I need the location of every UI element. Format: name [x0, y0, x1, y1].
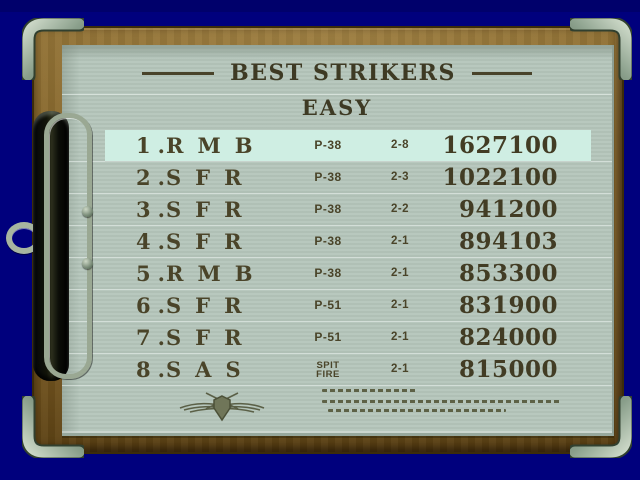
- stage-cell: 2-2: [390, 203, 410, 215]
- stage-cell: 2-8: [390, 139, 410, 151]
- score-cell: 853300: [458, 260, 558, 287]
- initials-cell: SFR: [166, 229, 256, 254]
- clamp-hinge-icon: [82, 258, 93, 269]
- initials-cell: RMB: [166, 261, 267, 286]
- rank-cell: 7.: [136, 325, 172, 350]
- fine-print-line: [322, 400, 560, 403]
- score-row: 8. SAS SPIT FIRE 2-1 815000: [62, 353, 612, 385]
- plane-cell: SPIT FIRE: [290, 354, 366, 385]
- highlight-band: [105, 130, 591, 161]
- score-row: 7. SFR P-51 2-1 824000: [62, 321, 612, 353]
- score-cell: 824000: [458, 324, 558, 351]
- fine-print-line: [322, 389, 418, 392]
- paper-rule-line: [62, 94, 612, 95]
- stage-cell: 2-1: [390, 363, 410, 375]
- score-sheet: BEST STRIKERS EASY 1. RMB P-38 2-8 16271…: [62, 45, 614, 436]
- plane-cell: P-38: [314, 138, 342, 152]
- initials-cell: SFR: [166, 165, 256, 190]
- stage-cell: 2-1: [390, 235, 410, 247]
- score-row: 5. RMB P-38 2-1 853300: [62, 257, 612, 289]
- rank-cell: 5.: [136, 261, 172, 286]
- score-row: 1. RMB P-38 2-8 1627100: [62, 130, 612, 161]
- score-row: 4. SFR P-38 2-1 894103: [62, 225, 612, 257]
- initials-cell: RMB: [166, 133, 267, 158]
- stage-cell: 2-3: [390, 171, 410, 183]
- stage-cell: 2-1: [390, 331, 410, 343]
- clamp-hinge-icon: [82, 206, 93, 217]
- score-cell: 941200: [458, 196, 558, 223]
- rank-cell: 1.: [136, 133, 172, 158]
- page-title: BEST STRIKERS: [230, 60, 456, 86]
- corner-bracket-top-left-icon: [22, 18, 84, 80]
- corner-bracket-bottom-right-icon: [570, 396, 632, 458]
- rank-cell: 3.: [136, 197, 172, 222]
- score-row: 6. SFR P-51 2-1 831900: [62, 289, 612, 321]
- score-cell: 1022100: [442, 164, 558, 191]
- plane-cell: P-38: [314, 234, 342, 248]
- score-cell: 894103: [458, 228, 558, 255]
- rank-cell: 6.: [136, 293, 172, 318]
- initials-cell: SFR: [166, 325, 256, 350]
- title-rule-left: [142, 71, 215, 75]
- stage-cell: 2-1: [390, 299, 410, 311]
- difficulty-label: EASY: [301, 95, 373, 120]
- plane-cell: P-38: [314, 170, 342, 184]
- initials-cell: SFR: [166, 197, 256, 222]
- fine-print-line: [328, 409, 506, 412]
- title-rule-right: [471, 71, 532, 75]
- stage-cell: 2-1: [390, 267, 410, 279]
- score-row: 3. SFR P-38 2-2 941200: [62, 193, 612, 225]
- plane-line2: FIRE: [316, 369, 340, 380]
- score-cell: 815000: [458, 356, 558, 383]
- initials-cell: SFR: [166, 293, 256, 318]
- plane-cell: P-51: [314, 298, 342, 312]
- plane-line1: SPIT: [316, 360, 340, 371]
- rank-cell: 2.: [136, 165, 172, 190]
- corner-bracket-top-right-icon: [570, 18, 632, 80]
- initials-cell: SAS: [166, 357, 255, 382]
- plane-cell: P-38: [314, 266, 342, 280]
- plane-cell: P-38: [314, 202, 342, 216]
- rank-cell: 8.: [136, 357, 172, 382]
- clamp-wire-icon: [44, 113, 92, 379]
- score-cell: 1627100: [442, 132, 558, 159]
- rank-cell: 4.: [136, 229, 172, 254]
- title-row: BEST STRIKERS: [62, 59, 612, 87]
- score-row: 2. SFR P-38 2-3 1022100: [62, 161, 612, 193]
- leaderboard: 1. RMB P-38 2-8 1627100 2. SFR P-38 2-3 …: [62, 130, 612, 386]
- squadron-emblem-icon: [179, 392, 265, 422]
- background-top-band: [0, 0, 640, 12]
- score-cell: 831900: [458, 292, 558, 319]
- plane-cell: P-51: [314, 330, 342, 344]
- corner-bracket-bottom-left-icon: [22, 396, 84, 458]
- clipboard-clamp-icon: [33, 111, 69, 381]
